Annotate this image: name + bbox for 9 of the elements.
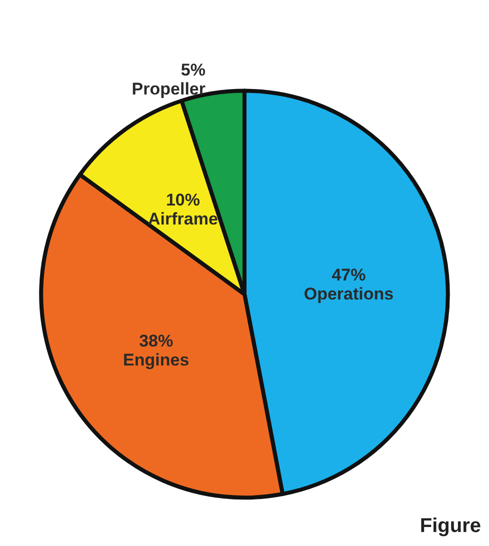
slice-label: Engines xyxy=(123,350,190,370)
text: Figure xyxy=(420,515,482,537)
data-label: 10% xyxy=(166,190,200,210)
slice-label: Airframe xyxy=(148,210,218,228)
data-label: 47% xyxy=(332,265,366,284)
data-label: 5% xyxy=(180,60,206,80)
data-label: 38% xyxy=(139,331,174,350)
slice-label: Propeller xyxy=(132,79,206,98)
slice-label: Operations xyxy=(304,284,394,304)
